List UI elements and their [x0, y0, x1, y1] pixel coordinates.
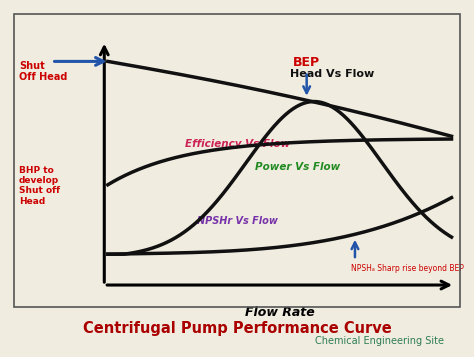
- Text: Head Vs Flow: Head Vs Flow: [290, 69, 374, 79]
- Text: NPSHₐ Sharp rise beyond BEP: NPSHₐ Sharp rise beyond BEP: [351, 264, 465, 273]
- Text: Power Vs Flow: Power Vs Flow: [255, 162, 340, 172]
- Text: Chemical Engineering Site: Chemical Engineering Site: [315, 336, 444, 346]
- Text: Shut
Off Head: Shut Off Head: [19, 61, 67, 82]
- Text: BEP: BEP: [293, 56, 320, 69]
- Text: NPSHr Vs Flow: NPSHr Vs Flow: [197, 216, 278, 226]
- Text: Centrifugal Pump Performance Curve: Centrifugal Pump Performance Curve: [82, 321, 392, 336]
- Text: Flow Rate: Flow Rate: [245, 306, 315, 318]
- Text: BHP to
develop
Shut off
Head: BHP to develop Shut off Head: [19, 166, 60, 206]
- Text: Efficiency Vs Flow: Efficiency Vs Flow: [185, 139, 290, 149]
